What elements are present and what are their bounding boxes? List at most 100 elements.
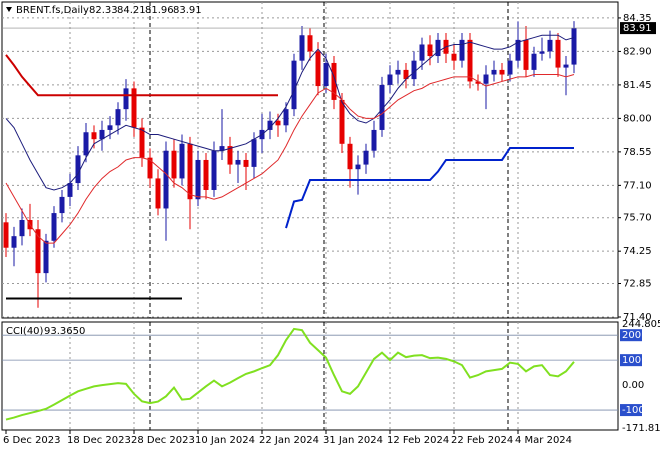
candle-body xyxy=(275,120,281,126)
candle-body xyxy=(515,39,521,61)
title-arrow xyxy=(6,7,12,12)
candle-body xyxy=(299,35,305,61)
candle-body xyxy=(347,143,353,170)
candle-body xyxy=(171,150,177,179)
cci-tick-label: -100 xyxy=(622,405,645,416)
indicator-line xyxy=(285,146,574,229)
candle-body xyxy=(571,28,577,65)
candle-body xyxy=(203,159,209,190)
candle-body xyxy=(11,236,17,248)
cci-current: 93.3650 xyxy=(44,326,85,337)
candle-body xyxy=(467,39,473,82)
candle-body xyxy=(419,44,425,61)
indicator-line xyxy=(5,54,278,97)
candle-body xyxy=(163,150,169,209)
candle-body xyxy=(99,129,105,140)
candle-body xyxy=(211,150,217,190)
title-ohlc-value: 84.21 xyxy=(117,5,146,16)
candle-body xyxy=(115,109,121,126)
candle-body xyxy=(387,74,393,85)
candle-body xyxy=(563,64,569,68)
candle-body xyxy=(523,39,529,70)
candle-body xyxy=(75,155,81,184)
candle-body xyxy=(235,159,241,165)
x-tick-label: 4 Mar 2024 xyxy=(515,435,572,446)
y-tick-label: 75.70 xyxy=(623,213,652,224)
candle-body xyxy=(539,51,545,54)
candle-body xyxy=(355,164,361,170)
candle-body xyxy=(363,150,369,165)
candle-body xyxy=(227,146,233,165)
x-tick-label: 28 Dec 2023 xyxy=(131,435,195,446)
candle-body xyxy=(251,139,257,167)
cci-level-box xyxy=(620,404,642,417)
candle-body xyxy=(155,178,161,209)
cci-level-box xyxy=(620,354,642,367)
candle-body xyxy=(435,39,441,57)
y-tick-label: 74.25 xyxy=(623,246,652,257)
candle-body xyxy=(147,157,153,179)
candle-body xyxy=(371,129,377,151)
cci-tick-label: -171.815 xyxy=(622,423,660,434)
x-tick-label: 10 Jan 2024 xyxy=(195,435,255,446)
last-price-box xyxy=(620,22,656,35)
candle-body xyxy=(219,146,225,151)
candle-body xyxy=(459,39,465,61)
title-ohlc-value: 81.96 xyxy=(145,5,174,16)
candle-body xyxy=(315,51,321,87)
candle-body xyxy=(131,88,137,128)
candle-body xyxy=(179,143,185,179)
candle-body xyxy=(411,60,417,80)
candle-body xyxy=(51,213,57,241)
y-tick-label: 78.55 xyxy=(623,147,652,158)
y-tick-label: 81.45 xyxy=(623,80,652,91)
candle-body xyxy=(291,60,297,110)
candle-body xyxy=(531,53,537,70)
candle-body xyxy=(3,222,9,248)
title-ohlc-value: 83.91 xyxy=(173,5,202,16)
candle-body xyxy=(123,88,129,110)
candle-body xyxy=(323,62,329,87)
x-tick-label: 6 Dec 2023 xyxy=(3,435,61,446)
x-tick-label: 12 Feb 2024 xyxy=(387,435,449,446)
y-tick-label: 84.35 xyxy=(623,13,652,24)
candle-body xyxy=(283,109,289,126)
candle-body xyxy=(379,84,385,130)
candle-body xyxy=(403,69,409,80)
candle-body xyxy=(67,183,73,197)
x-tick-label: 18 Dec 2023 xyxy=(67,435,131,446)
candle-body xyxy=(91,132,97,140)
cci-tick-label: 100 xyxy=(622,355,641,366)
candle-body xyxy=(483,74,489,84)
y-tick-label: 80.00 xyxy=(623,113,652,124)
candle-body xyxy=(507,60,513,75)
cci-panel-frame xyxy=(1,321,619,431)
candle-body xyxy=(187,143,193,200)
y-tick-label: 82.90 xyxy=(623,46,652,57)
candle-body xyxy=(107,125,113,130)
cci-tick-label: 200 xyxy=(622,330,641,341)
candle-body xyxy=(499,69,505,75)
candle-body xyxy=(331,62,337,100)
candle-body xyxy=(427,44,433,57)
title-ohlc-value: 82.33 xyxy=(89,5,118,16)
price-panel-frame xyxy=(1,1,619,319)
candle-body xyxy=(307,35,313,52)
last-price-label: 83.91 xyxy=(623,23,652,34)
candle-body xyxy=(139,127,145,158)
cci-level-box xyxy=(620,329,642,342)
y-tick-label: 77.10 xyxy=(623,180,652,191)
candle-body xyxy=(475,81,481,84)
candle-body xyxy=(195,159,201,200)
candle-body xyxy=(243,159,249,167)
candle-body xyxy=(267,120,273,130)
candle-body xyxy=(83,132,89,156)
candle-body xyxy=(547,39,553,52)
candle-body xyxy=(491,69,497,75)
cci-tick-label: 0.00 xyxy=(622,380,644,391)
candle-body xyxy=(555,39,561,68)
candle-body xyxy=(59,196,65,214)
candle-body xyxy=(395,69,401,75)
